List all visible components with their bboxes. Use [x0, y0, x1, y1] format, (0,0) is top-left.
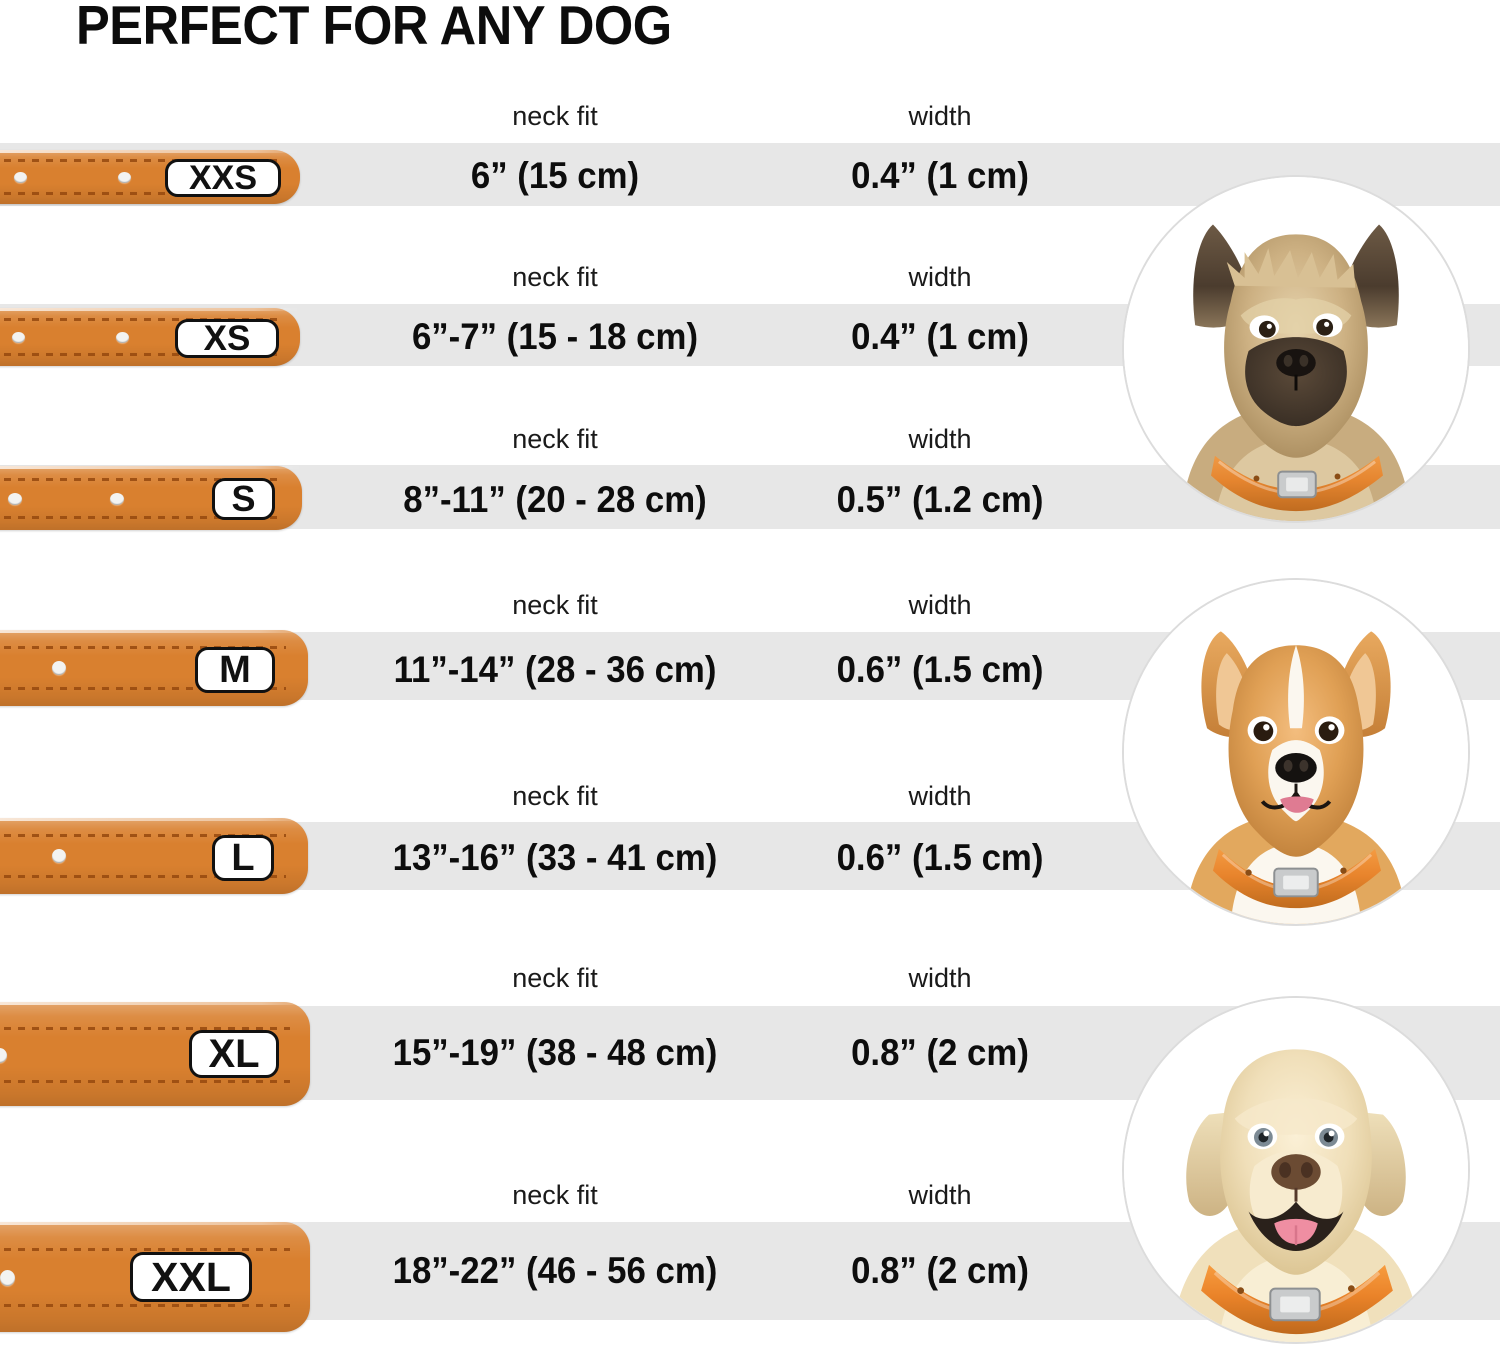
collar-hole: [116, 332, 129, 343]
column-header-width: width: [908, 424, 972, 454]
collar-hole: [8, 493, 22, 505]
stitch-line: [0, 516, 282, 519]
size-badge-m: M: [195, 647, 275, 693]
collar-strap-s: S: [0, 466, 302, 530]
stitch-line: [0, 834, 286, 837]
stitch-line: [0, 1304, 290, 1307]
size-badge-xl: XL: [189, 1030, 279, 1078]
neck-fit-value-xl: 15”-19” (38 - 48 cm): [392, 1032, 718, 1073]
column-header-width: width: [908, 1180, 972, 1210]
stitch-line: [0, 318, 280, 321]
labrador-illustration: [1124, 998, 1468, 1342]
size-badge-xxs: XXS: [165, 159, 281, 197]
collar-strap-xl: XL: [0, 1002, 310, 1106]
collar-on-dog: [1210, 455, 1383, 512]
stitch-line: [0, 687, 286, 690]
column-header-width: width: [908, 262, 972, 292]
collar-hole: [0, 1048, 7, 1063]
width-value-xxl: 0.8” (2 cm): [851, 1250, 1029, 1291]
column-header-neck-fit: neck fit: [512, 590, 598, 620]
neck-fit-value-xs: 6”-7” (15 - 18 cm): [411, 316, 699, 357]
collar-strap-xs: XS: [0, 308, 300, 366]
dog-photo-terrier: [1122, 175, 1470, 523]
collar-on-dog: [1201, 1264, 1393, 1335]
column-header-neck-fit: neck fit: [512, 262, 598, 292]
width-value-xxs: 0.4” (1 cm): [851, 155, 1029, 196]
column-header-neck-fit: neck fit: [512, 101, 598, 131]
stitch-line: [0, 353, 280, 356]
dog-photo-labrador: [1122, 996, 1470, 1344]
stitch-line: [0, 875, 286, 878]
stitch-line: [0, 159, 280, 162]
width-value-s: 0.5” (1.2 cm): [836, 479, 1044, 520]
collar-hole: [52, 849, 66, 863]
page-title: PERFECT FOR ANY DOG: [76, 0, 672, 56]
width-value-xl: 0.8” (2 cm): [851, 1032, 1029, 1073]
collar-on-dog: [1212, 848, 1382, 909]
neck-fit-value-m: 11”-14” (28 - 36 cm): [393, 649, 717, 690]
collar-hole: [118, 172, 131, 183]
neck-fit-value-s: 8”-11” (20 - 28 cm): [403, 479, 707, 520]
width-value-m: 0.6” (1.5 cm): [836, 649, 1044, 690]
collar-hole: [52, 661, 66, 675]
column-header-width: width: [908, 963, 972, 993]
collar-strap-m: M: [0, 630, 308, 706]
column-header-neck-fit: neck fit: [512, 1180, 598, 1210]
collar-strap-xxl: XXL: [0, 1222, 310, 1332]
collar-hole: [12, 332, 25, 343]
column-header-neck-fit: neck fit: [512, 424, 598, 454]
size-badge-xs: XS: [175, 319, 279, 358]
stitch-line: [0, 1080, 290, 1083]
corgi-illustration: [1124, 580, 1468, 924]
column-header-neck-fit: neck fit: [512, 781, 598, 811]
collar-hole: [0, 1270, 15, 1286]
neck-fit-value-l: 13”-16” (33 - 41 cm): [392, 837, 718, 878]
size-badge-l: L: [212, 835, 274, 881]
stitch-line: [0, 478, 282, 481]
dog-photo-corgi: [1122, 578, 1470, 926]
terrier-illustration: [1124, 177, 1468, 521]
stitch-line: [0, 1248, 290, 1251]
stitch-line: [0, 646, 286, 649]
collar-strap-xxs: XXS: [0, 150, 300, 204]
collar-hole: [110, 493, 124, 505]
collar-strap-l: L: [0, 818, 308, 894]
neck-fit-value-xxl: 18”-22” (46 - 56 cm): [392, 1250, 718, 1291]
size-badge-s: S: [212, 478, 275, 520]
column-header-width: width: [908, 590, 972, 620]
stitch-line: [0, 192, 280, 195]
neck-fit-value-xxs: 6” (15 cm): [470, 155, 640, 196]
column-header-width: width: [908, 781, 972, 811]
collar-hole: [14, 172, 27, 183]
size-badge-xxl: XXL: [130, 1252, 252, 1302]
column-header-width: width: [908, 101, 972, 131]
stitch-line: [0, 1027, 290, 1030]
column-header-neck-fit: neck fit: [512, 963, 598, 993]
width-value-l: 0.6” (1.5 cm): [836, 837, 1044, 878]
width-value-xs: 0.4” (1 cm): [851, 316, 1029, 357]
